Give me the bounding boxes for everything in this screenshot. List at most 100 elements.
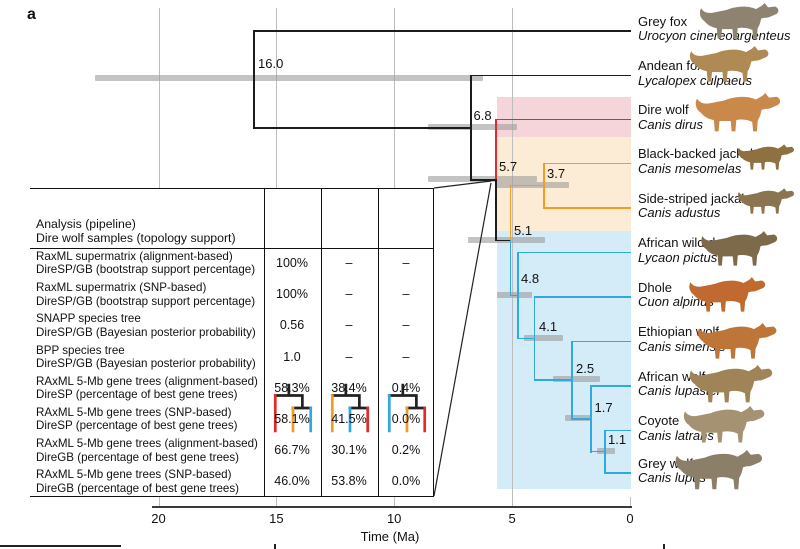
support-value: – [402, 318, 410, 333]
species-common-name: Grey fox [638, 13, 688, 29]
support-value: – [402, 287, 410, 302]
row-samples: DireSP/GB (bootstrap support percentage) [36, 294, 256, 308]
tick-label-20: 20 [151, 511, 166, 526]
row-analysis: RAxML 5-Mb gene trees (alignment-based) [36, 437, 258, 451]
tick-15 [276, 497, 278, 507]
cropped-panel-b-tick [274, 544, 276, 549]
row-samples: DireSP/GB (bootstrap support percentage) [36, 263, 256, 277]
table-row: RAxML 5-Mb gene trees (alignment-based) D… [30, 373, 434, 404]
table-column-border [263, 189, 265, 496]
species-label-black-backed-jackal: Black-backed jackal Canis mesomelas [638, 146, 800, 176]
axis-title: Time (Ma) [360, 529, 420, 544]
table-row: RAxML 5-Mb gene trees (SNP-based) DireSP … [30, 404, 434, 435]
row-samples: DireSP (percentage of best gene trees) [36, 419, 238, 433]
support-value: – [345, 256, 353, 270]
row-analysis: RaxML supermatrix (SNP-based) [36, 281, 207, 295]
species-latin-name: Canis simensis [638, 338, 726, 354]
node-6.8-bar [470, 74, 472, 181]
table-row: BPP species tree DireSP/GB (Bayesian post… [30, 342, 434, 373]
branch-6.8-to-5.7 [470, 179, 496, 181]
table-header-separator [30, 248, 434, 250]
species-label-side-striped-jackal: Side-striped jackal Canis adustus [638, 190, 800, 221]
table-row: RaxML supermatrix (SNP-based) DireSP/GB (… [30, 279, 434, 310]
support-value: 41.5% [331, 412, 367, 426]
row-samples: DireSP/GB (Bayesian posterior probabilit… [36, 325, 256, 339]
branch-root-to-6.8 [253, 126, 470, 129]
species-common-name: Side-striped jackal [638, 190, 745, 206]
panel-label: a [27, 6, 36, 23]
ci-bar-4.1 [524, 334, 563, 341]
node-age-1.7: 1.7 [594, 399, 613, 415]
support-value: 100% [276, 287, 308, 302]
support-value: 100% [276, 256, 308, 270]
row-analysis: SNAPP species tree [36, 312, 141, 326]
branch-black-backed-jackal [542, 162, 631, 165]
topology-icon-wolf-basal [387, 383, 427, 433]
species-latin-name: Urocyon cinereoargenteus [638, 28, 791, 44]
row-samples: DireSP (percentage of best gene trees) [36, 388, 238, 402]
node-age-1.1: 1.1 [608, 431, 627, 447]
row-analysis: RAxML 5-Mb gene trees (SNP-based) [36, 468, 232, 482]
branch-4.1-to-2.5 [533, 379, 572, 381]
node-5.1-bar-orange [509, 184, 512, 241]
node-age-16.0: 16.0 [258, 56, 284, 71]
dire-wolf-highlight-region [497, 97, 631, 137]
species-label-coyote: Coyote Canis latrans [638, 413, 800, 443]
gridline-20ma [158, 8, 160, 188]
table-column-border [432, 189, 434, 496]
ci-bar-1.1 [597, 447, 615, 454]
node-age-4.1: 4.1 [539, 318, 558, 334]
species-common-name: African wolf [638, 368, 706, 384]
table-row: RAxML 5-Mb gene trees (SNP-based) DireGB … [30, 466, 434, 497]
support-value: 30.1% [331, 443, 367, 458]
dhole-image [689, 277, 766, 312]
african-wild-dog-image [701, 231, 778, 266]
support-value: 0.56 [279, 318, 305, 333]
ethiopian-wolf-image [697, 323, 777, 359]
branch-5.7-to-5.1 [495, 239, 510, 242]
african-wolf-image [689, 365, 773, 403]
support-value: 46.0% [274, 474, 310, 489]
node-5.7-bar-red [495, 118, 497, 181]
node-1.1-bar [604, 429, 606, 474]
row-analysis: RaxML supermatrix (alignment-based) [36, 250, 233, 263]
node-4.8-bar [517, 251, 519, 340]
support-value: – [345, 287, 353, 302]
tick-label-15: 15 [269, 511, 284, 526]
species-label-dire-wolf: Dire wolf Canis dirus [638, 102, 800, 132]
topology-icon-jackal-basal [330, 383, 370, 433]
node-3.7-bar [542, 162, 545, 209]
node-4.1-bar [533, 296, 536, 381]
andean-fox-image [689, 46, 769, 82]
node-age-4.8: 4.8 [521, 271, 540, 286]
branch-african-wild-dog [517, 251, 631, 254]
species-common-name: Andean fox [638, 58, 704, 73]
tick-0 [630, 497, 631, 507]
support-value: 58.1% [274, 412, 310, 426]
node-age-2.5: 2.5 [576, 360, 595, 376]
black-backed-jackal-image [737, 144, 794, 170]
species-common-name: Dhole [638, 279, 672, 295]
branch-andean-fox [470, 74, 631, 77]
time-axis [152, 506, 632, 508]
row-analysis: RAxML 5-Mb gene trees (alignment-based) [36, 374, 258, 388]
tick-10 [394, 497, 396, 507]
branch-1.7-to-1.1 [590, 450, 605, 453]
support-value: 0.0% [391, 474, 421, 489]
row-samples: DireGB (percentage of best gene trees) [36, 450, 239, 464]
branch-side-striped-jackal [542, 207, 631, 209]
support-value: 66.7% [274, 443, 310, 458]
node-age-5.1: 5.1 [514, 223, 533, 238]
support-value: 53.8% [331, 474, 367, 489]
support-value: – [345, 318, 353, 333]
branch-5.1-to-4.8 [509, 294, 518, 297]
grey-fox-image [699, 3, 779, 39]
species-latin-name: Canis latrans [638, 427, 714, 443]
node-5.7-bar-black [495, 179, 497, 242]
support-value: – [402, 349, 410, 364]
gridline-10ma [394, 8, 396, 188]
node-16.0-bar [253, 30, 255, 129]
table-row: RaxML supermatrix (alignment-based) DireS… [30, 248, 434, 279]
support-value: 0.2% [391, 443, 421, 458]
species-latin-name: Canis adustus [638, 205, 721, 221]
